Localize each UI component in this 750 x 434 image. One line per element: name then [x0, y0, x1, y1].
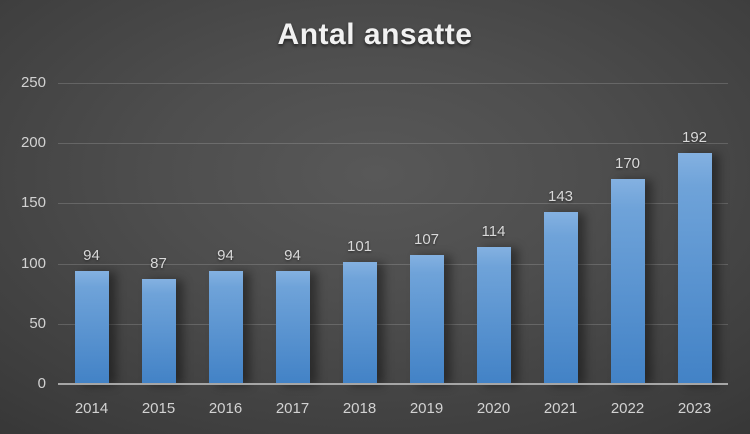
- gridline: [58, 203, 728, 205]
- y-axis-tick-label: 50: [29, 314, 46, 332]
- bar-2023: [677, 152, 712, 384]
- bar-value-label: 143: [547, 187, 574, 205]
- bar-value-label: 192: [681, 128, 708, 146]
- y-axis-tick-label: 100: [20, 254, 46, 272]
- x-axis-tick-label: 2019: [409, 400, 444, 417]
- category-slot: 107: [393, 83, 460, 384]
- bar-value-label: 114: [481, 222, 506, 240]
- y-axis-tick-label: 0: [37, 375, 46, 392]
- bar-2020: [476, 246, 511, 384]
- bar-2015: [141, 279, 176, 384]
- y-axis-tick-label: 150: [20, 194, 46, 212]
- y-axis-tick-label: 200: [20, 134, 46, 152]
- x-axis-line: [58, 383, 728, 385]
- category-slot: 192: [661, 83, 728, 384]
- x-axis-tick-label: 2020: [476, 400, 511, 417]
- x-axis-tick-label: 2022: [610, 400, 645, 417]
- gridline: [58, 263, 728, 265]
- category-slot: 101: [326, 83, 393, 384]
- bar-2014: [74, 270, 109, 384]
- category-slot: 94: [58, 83, 125, 384]
- chart-title: Antal ansatte: [277, 18, 473, 51]
- bar-value-label: 87: [150, 255, 167, 273]
- bar-value-label: 107: [413, 231, 440, 249]
- category-slot: 143: [527, 83, 594, 384]
- bar-2022: [610, 179, 645, 384]
- bar-value-label: 94: [83, 246, 100, 264]
- bar-value-label: 94: [217, 246, 234, 264]
- category-slot: 94: [192, 83, 259, 384]
- x-axis-tick-label: 2015: [141, 400, 176, 417]
- x-axis-tick-label: 2014: [74, 400, 109, 417]
- x-axis-tick-label: 2018: [342, 400, 377, 417]
- bar-value-label: 170: [614, 155, 641, 173]
- gridline: [58, 143, 728, 145]
- category-slot: 94: [259, 83, 326, 384]
- y-axis-tick-label: 250: [20, 74, 46, 91]
- category-slot: 170: [594, 83, 661, 384]
- bar-2021: [543, 211, 578, 384]
- bar-value-label: 101: [346, 238, 373, 256]
- x-axis-tick-label: 2017: [275, 400, 310, 417]
- gridline: [58, 83, 728, 84]
- bar-value-label: 94: [284, 246, 301, 264]
- bar-2017: [275, 270, 310, 384]
- category-slot: 87: [125, 83, 192, 384]
- gridline: [58, 323, 728, 325]
- x-axis-tick-label: 2021: [543, 400, 578, 417]
- x-axis-tick-label: 2016: [208, 400, 243, 417]
- plot-area: 94 87 94 94 101 107 114 143 170 192: [58, 83, 728, 385]
- x-axis-tick-label: 2023: [677, 400, 712, 417]
- bar-2018: [342, 262, 377, 384]
- bar-2019: [409, 255, 444, 384]
- bar-2016: [208, 270, 243, 384]
- category-slot: 114: [460, 83, 527, 384]
